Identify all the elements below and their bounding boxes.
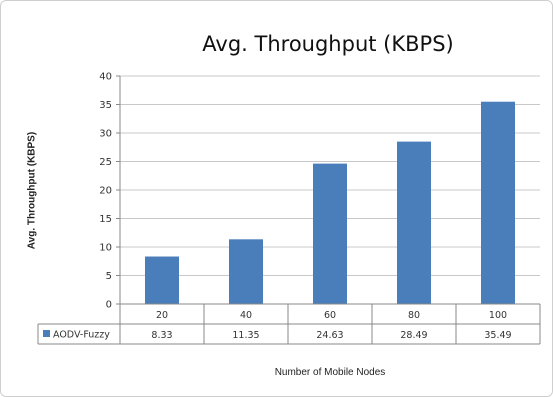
- data-label: 11.35: [232, 330, 259, 341]
- bar: [229, 239, 263, 304]
- bar: [481, 101, 515, 304]
- chart-title: Avg. Throughput (KBPS): [202, 32, 454, 56]
- bar: [313, 163, 347, 304]
- y-tick-label: 30: [99, 129, 112, 140]
- y-tick-label: 0: [106, 300, 112, 311]
- legend-label: AODV-Fuzzy: [53, 330, 110, 341]
- legend-swatch: [43, 330, 50, 337]
- x-tick-label: 100: [489, 310, 507, 321]
- x-axis-label: Number of Mobile Nodes: [274, 367, 386, 378]
- x-tick-label: 80: [408, 310, 420, 321]
- x-tick-label: 40: [240, 310, 252, 321]
- y-tick-label: 20: [99, 186, 112, 197]
- x-tick-label: 60: [324, 310, 336, 321]
- bar: [397, 141, 431, 304]
- y-tick-label: 15: [99, 214, 112, 225]
- y-tick-label: 25: [99, 157, 112, 168]
- data-label: 8.33: [151, 330, 172, 341]
- bar: [145, 256, 179, 304]
- x-tick-label: 20: [156, 310, 168, 321]
- data-label: 28.49: [400, 330, 427, 341]
- y-tick-label: 5: [106, 271, 112, 282]
- y-tick-label: 35: [99, 100, 112, 111]
- data-label: 35.49: [484, 330, 511, 341]
- data-label: 24.63: [316, 330, 343, 341]
- y-tick-label: 10: [99, 243, 112, 254]
- y-tick-label: 40: [99, 72, 112, 83]
